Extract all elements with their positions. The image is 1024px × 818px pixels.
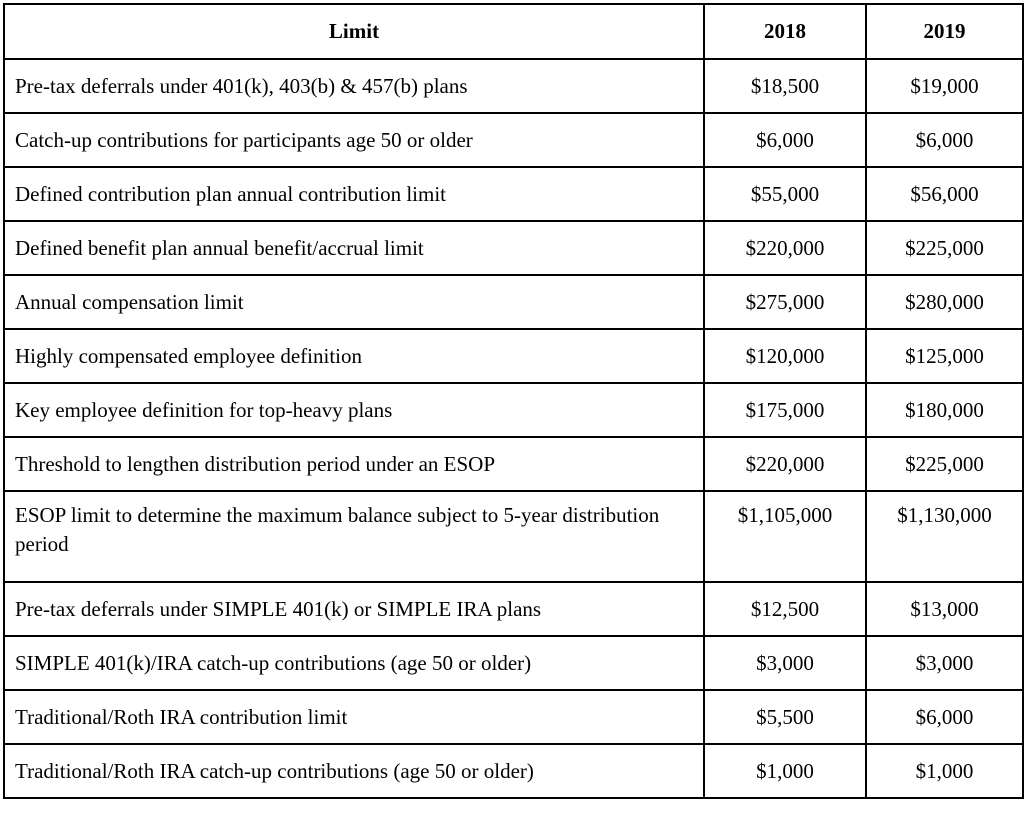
limit-label: Threshold to lengthen distribution perio… xyxy=(3,436,705,492)
table-row: Defined contribution plan annual contrib… xyxy=(3,166,1024,222)
header-2019: 2019 xyxy=(865,3,1024,60)
value-2019: $19,000 xyxy=(865,58,1024,114)
contribution-limits-table: Limit 2018 2019 Pre-tax deferrals under … xyxy=(3,3,1024,799)
value-2018: $18,500 xyxy=(703,58,867,114)
limit-label: Defined contribution plan annual contrib… xyxy=(3,166,705,222)
table-row: Annual compensation limit $275,000 $280,… xyxy=(3,274,1024,330)
table-row: Catch-up contributions for participants … xyxy=(3,112,1024,168)
value-2018: $1,000 xyxy=(703,743,867,799)
value-2019: $280,000 xyxy=(865,274,1024,330)
limit-label: Catch-up contributions for participants … xyxy=(3,112,705,168)
table-row: ESOP limit to determine the maximum bala… xyxy=(3,490,1024,583)
limit-label: Traditional/Roth IRA catch-up contributi… xyxy=(3,743,705,799)
limit-label: Key employee definition for top-heavy pl… xyxy=(3,382,705,438)
value-2018: $275,000 xyxy=(703,274,867,330)
value-2018: $55,000 xyxy=(703,166,867,222)
value-2019: $125,000 xyxy=(865,328,1024,384)
limit-label: Annual compensation limit xyxy=(3,274,705,330)
value-2018: $120,000 xyxy=(703,328,867,384)
table-header-row: Limit 2018 2019 xyxy=(3,3,1024,60)
value-2019: $3,000 xyxy=(865,635,1024,691)
value-2018: $12,500 xyxy=(703,581,867,637)
value-2018: $1,105,000 xyxy=(703,490,867,583)
table-row: Defined benefit plan annual benefit/accr… xyxy=(3,220,1024,276)
value-2019: $225,000 xyxy=(865,436,1024,492)
limit-label: Pre-tax deferrals under 401(k), 403(b) &… xyxy=(3,58,705,114)
value-2019: $180,000 xyxy=(865,382,1024,438)
limit-label: SIMPLE 401(k)/IRA catch-up contributions… xyxy=(3,635,705,691)
table-row: Key employee definition for top-heavy pl… xyxy=(3,382,1024,438)
value-2018: $3,000 xyxy=(703,635,867,691)
value-2018: $5,500 xyxy=(703,689,867,745)
value-2019: $56,000 xyxy=(865,166,1024,222)
table-row: Pre-tax deferrals under SIMPLE 401(k) or… xyxy=(3,581,1024,637)
value-2019: $1,130,000 xyxy=(865,490,1024,583)
limit-label: ESOP limit to determine the maximum bala… xyxy=(3,490,705,583)
value-2019: $1,000 xyxy=(865,743,1024,799)
value-2018: $6,000 xyxy=(703,112,867,168)
limit-label: Traditional/Roth IRA contribution limit xyxy=(3,689,705,745)
header-2018: 2018 xyxy=(703,3,867,60)
limit-label: Highly compensated employee definition xyxy=(3,328,705,384)
limit-label: Defined benefit plan annual benefit/accr… xyxy=(3,220,705,276)
table-row: Traditional/Roth IRA catch-up contributi… xyxy=(3,743,1024,799)
value-2018: $175,000 xyxy=(703,382,867,438)
value-2018: $220,000 xyxy=(703,436,867,492)
value-2019: $225,000 xyxy=(865,220,1024,276)
table-row: Traditional/Roth IRA contribution limit … xyxy=(3,689,1024,745)
table-row: Threshold to lengthen distribution perio… xyxy=(3,436,1024,492)
value-2019: $6,000 xyxy=(865,689,1024,745)
table-row: Highly compensated employee definition $… xyxy=(3,328,1024,384)
value-2018: $220,000 xyxy=(703,220,867,276)
value-2019: $6,000 xyxy=(865,112,1024,168)
limit-label: Pre-tax deferrals under SIMPLE 401(k) or… xyxy=(3,581,705,637)
table-row: Pre-tax deferrals under 401(k), 403(b) &… xyxy=(3,58,1024,114)
value-2019: $13,000 xyxy=(865,581,1024,637)
header-limit: Limit xyxy=(3,3,705,60)
table-row: SIMPLE 401(k)/IRA catch-up contributions… xyxy=(3,635,1024,691)
